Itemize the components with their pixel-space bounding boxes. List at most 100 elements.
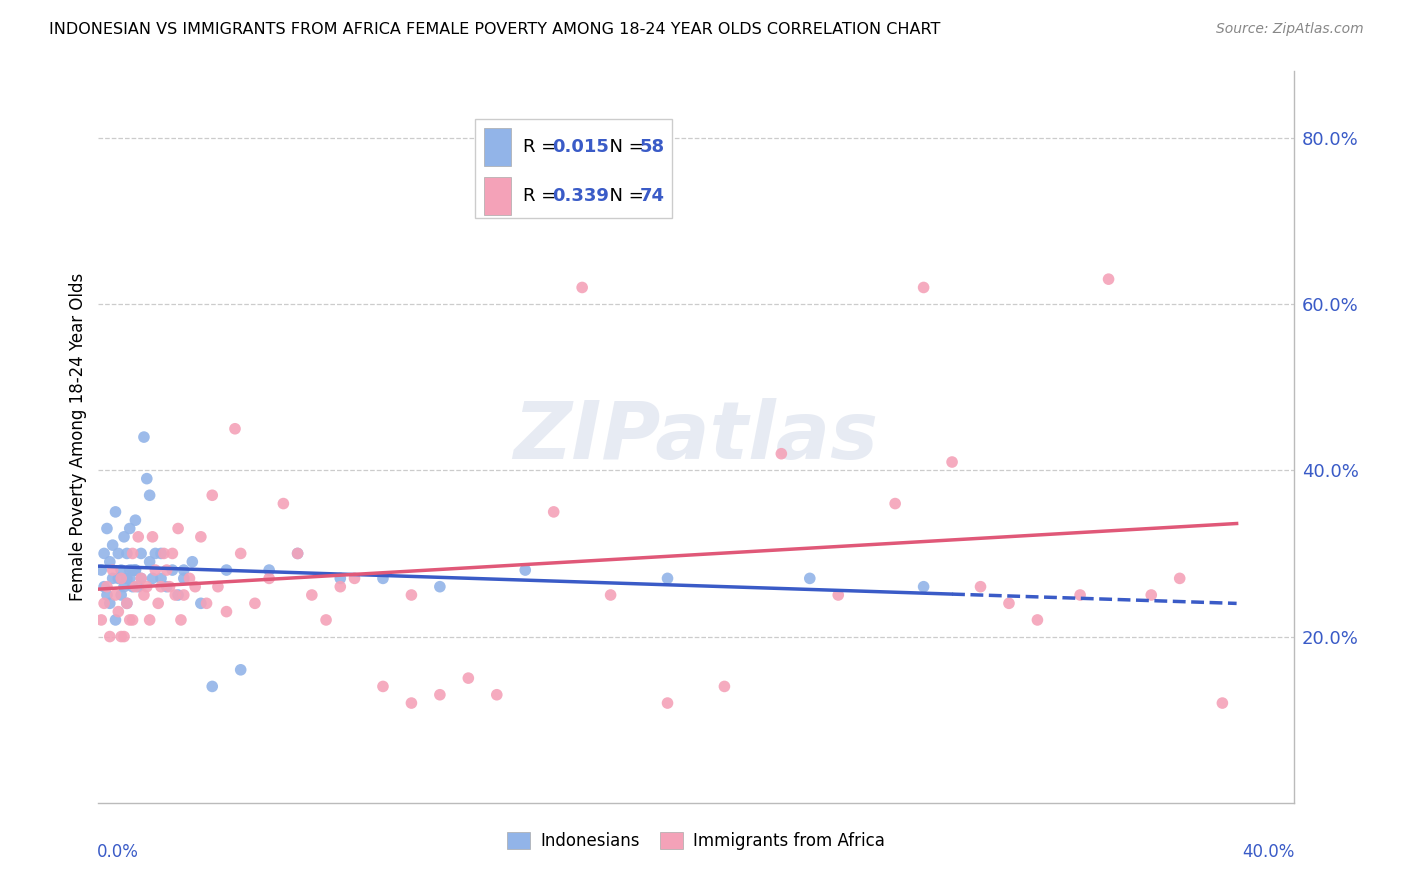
Point: [599, 588, 621, 602]
Point: [1211, 696, 1233, 710]
Point: [96, 580, 118, 594]
Point: [93, 546, 115, 560]
Bar: [485, 177, 510, 215]
Legend: Indonesians, Immigrants from Africa: Indonesians, Immigrants from Africa: [501, 825, 891, 856]
Point: [118, 613, 141, 627]
Point: [401, 588, 423, 602]
Text: 0.0%: 0.0%: [97, 843, 139, 861]
Point: [101, 571, 124, 585]
Point: [657, 571, 679, 585]
Point: [912, 280, 935, 294]
Point: [543, 505, 565, 519]
Point: [401, 696, 423, 710]
Point: [173, 571, 195, 585]
Point: [121, 546, 143, 560]
Point: [156, 580, 179, 594]
Point: [229, 546, 252, 560]
Point: [167, 588, 190, 602]
Point: [93, 596, 115, 610]
Point: [143, 546, 166, 560]
Point: [129, 546, 152, 560]
Point: [1097, 272, 1119, 286]
Point: [941, 455, 963, 469]
Point: [135, 580, 157, 594]
Point: [998, 596, 1021, 610]
Point: [229, 663, 252, 677]
Point: [127, 530, 149, 544]
Point: [124, 580, 146, 594]
Text: 40.0%: 40.0%: [1243, 843, 1295, 861]
Point: [110, 563, 132, 577]
Text: 0.339: 0.339: [553, 187, 609, 205]
Point: [827, 588, 849, 602]
Point: [141, 571, 163, 585]
Point: [515, 563, 537, 577]
Point: [115, 596, 138, 610]
Point: [224, 422, 246, 436]
Point: [329, 580, 352, 594]
Point: [184, 580, 207, 594]
Point: [118, 521, 141, 535]
Point: [329, 571, 352, 585]
Point: [96, 588, 118, 602]
Point: [101, 538, 124, 552]
Point: [257, 571, 280, 585]
Point: [98, 596, 121, 610]
Point: [110, 571, 132, 585]
Point: [150, 571, 173, 585]
Point: [371, 571, 394, 585]
Point: [124, 563, 146, 577]
Point: [115, 546, 138, 560]
Point: [104, 613, 127, 627]
Point: [201, 680, 224, 694]
Point: [912, 580, 935, 594]
Point: [1168, 571, 1191, 585]
Point: [104, 505, 127, 519]
Point: [98, 630, 121, 644]
Point: [371, 680, 394, 694]
Point: [101, 563, 124, 577]
Point: [287, 546, 309, 560]
Point: [135, 472, 157, 486]
Point: [129, 571, 152, 585]
Point: [165, 588, 187, 602]
Point: [159, 580, 181, 594]
Point: [124, 563, 146, 577]
Point: [485, 688, 508, 702]
Point: [115, 571, 138, 585]
Point: [138, 555, 160, 569]
Point: [243, 596, 266, 610]
Point: [195, 596, 218, 610]
Point: [173, 563, 195, 577]
Text: N =: N =: [598, 137, 650, 155]
Point: [1140, 588, 1163, 602]
Point: [301, 588, 323, 602]
Text: ZIPatlas: ZIPatlas: [513, 398, 879, 476]
Point: [215, 605, 238, 619]
Point: [110, 588, 132, 602]
Point: [156, 563, 179, 577]
Point: [657, 696, 679, 710]
Point: [90, 613, 112, 627]
Point: [429, 688, 451, 702]
Point: [799, 571, 821, 585]
Point: [181, 555, 204, 569]
Point: [190, 530, 212, 544]
Point: [969, 580, 991, 594]
Point: [118, 571, 141, 585]
Bar: [485, 128, 510, 166]
Text: N =: N =: [598, 187, 650, 205]
Text: INDONESIAN VS IMMIGRANTS FROM AFRICA FEMALE POVERTY AMONG 18-24 YEAR OLDS CORREL: INDONESIAN VS IMMIGRANTS FROM AFRICA FEM…: [49, 22, 941, 37]
Text: 0.015: 0.015: [553, 137, 609, 155]
Point: [112, 530, 135, 544]
Y-axis label: Female Poverty Among 18-24 Year Olds: Female Poverty Among 18-24 Year Olds: [69, 273, 87, 601]
Point: [93, 580, 115, 594]
Point: [110, 630, 132, 644]
Point: [132, 430, 155, 444]
Point: [138, 613, 160, 627]
Point: [150, 546, 173, 560]
Point: [215, 563, 238, 577]
Text: 74: 74: [640, 187, 665, 205]
Point: [107, 546, 129, 560]
Point: [132, 588, 155, 602]
